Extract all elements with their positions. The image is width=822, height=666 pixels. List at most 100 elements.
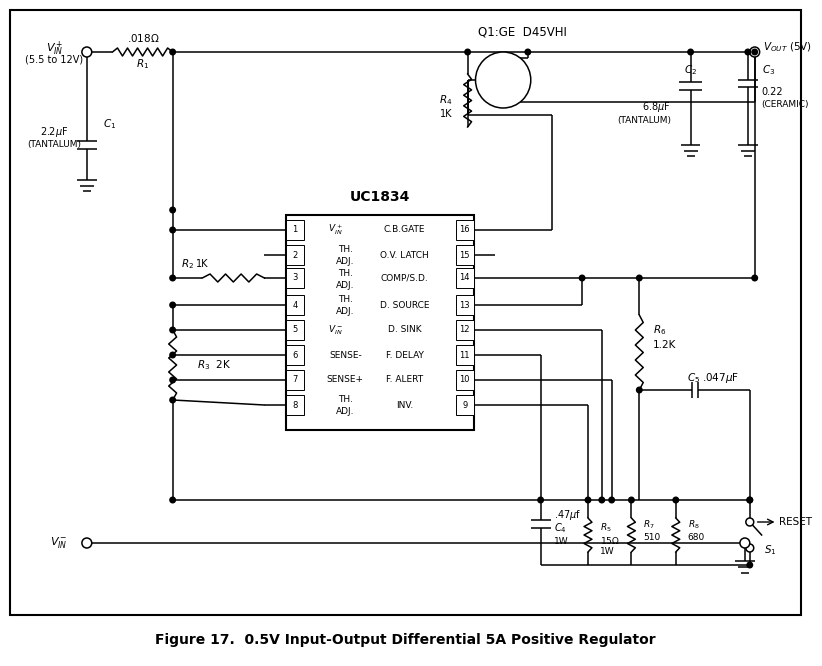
Bar [286,245,304,265]
Circle shape [170,227,175,233]
Text: SENSE+: SENSE+ [327,376,364,384]
Text: $C_2$: $C_2$ [684,63,697,77]
Text: 3: 3 [293,274,298,282]
Circle shape [752,49,758,55]
Text: ADJ.: ADJ. [336,258,354,266]
Text: 9: 9 [462,400,467,410]
Circle shape [170,275,175,281]
Circle shape [170,397,175,403]
Text: F. DELAY: F. DELAY [386,350,423,360]
Circle shape [525,49,530,55]
Text: (CERAMIC): (CERAMIC) [762,99,809,109]
Text: $C_4$: $C_4$ [555,521,567,535]
Text: Q1:GE  D45VHI: Q1:GE D45VHI [478,25,567,39]
Bar [455,220,473,240]
Text: 6: 6 [293,350,298,360]
Text: $C_5$: $C_5$ [687,371,700,385]
Text: 14: 14 [459,274,470,282]
Text: 4: 4 [293,300,298,310]
Text: RESET: RESET [779,517,812,527]
Bar [286,395,304,415]
Circle shape [636,275,642,281]
Text: F. ALERT: F. ALERT [386,376,423,384]
Bar [286,370,304,390]
Text: (TANTALUM): (TANTALUM) [616,115,671,125]
Bar [286,345,304,365]
Text: 1: 1 [293,226,298,234]
Circle shape [740,538,750,548]
Text: (TANTALUM): (TANTALUM) [27,141,81,149]
Text: 11: 11 [459,350,470,360]
Text: ADJ.: ADJ. [336,408,354,416]
Circle shape [629,498,634,503]
Bar [286,220,304,240]
Text: $R_6$: $R_6$ [653,323,667,337]
Bar [286,320,304,340]
Text: $R_7$: $R_7$ [644,519,655,531]
Bar [455,345,473,365]
Text: .047$\mu$F: .047$\mu$F [702,371,739,385]
Bar [455,320,473,340]
Text: O.V. LATCH: O.V. LATCH [380,250,429,260]
Text: SENSE-: SENSE- [329,350,362,360]
Text: D. SOURCE: D. SOURCE [380,300,429,310]
Text: 5: 5 [293,326,298,334]
Text: $R_3$  2K: $R_3$ 2K [197,358,232,372]
Circle shape [170,49,175,55]
Text: 16: 16 [459,226,470,234]
Text: 15$\Omega$: 15$\Omega$ [600,535,620,545]
Text: ADJ.: ADJ. [336,308,354,316]
Text: TH.: TH. [338,268,353,278]
Circle shape [673,498,678,503]
Text: $R_1$: $R_1$ [136,57,150,71]
Text: 13: 13 [459,300,470,310]
Text: COMP/S.D.: COMP/S.D. [381,274,428,282]
Text: $C_1$: $C_1$ [103,117,116,131]
Circle shape [609,498,614,503]
Circle shape [747,498,753,503]
Text: .018$\Omega$: .018$\Omega$ [127,32,159,44]
Text: $R_8$: $R_8$ [688,519,700,531]
Circle shape [82,47,92,57]
Text: (5.5 to 12V): (5.5 to 12V) [25,55,83,65]
Text: C.B.GATE: C.B.GATE [384,226,425,234]
Text: $R_5$: $R_5$ [600,521,612,534]
Text: Figure 17.  0.5V Input-Output Differential 5A Positive Regulator: Figure 17. 0.5V Input-Output Differentia… [155,633,656,647]
Text: $V_{IN}^+$: $V_{IN}^+$ [45,40,63,58]
Text: 2: 2 [293,250,298,260]
Circle shape [170,377,175,383]
Text: $S_1$: $S_1$ [764,543,776,557]
Text: UC1834: UC1834 [349,190,410,204]
Bar [455,245,473,265]
Text: .47$\mu$f: .47$\mu$f [555,508,582,522]
Circle shape [688,49,694,55]
Circle shape [585,498,591,503]
Text: 7: 7 [293,376,298,384]
Text: TH.: TH. [338,296,353,304]
Circle shape [465,49,470,55]
Circle shape [82,538,92,548]
Text: 1K: 1K [441,109,453,119]
Text: 1.2K: 1.2K [653,340,677,350]
Circle shape [750,47,760,57]
Circle shape [170,302,175,308]
Text: 12: 12 [459,326,470,334]
Text: 15: 15 [459,250,470,260]
Circle shape [170,207,175,213]
Text: $V_{IN}^-$: $V_{IN}^-$ [328,323,343,337]
Circle shape [746,518,754,526]
Text: D. SINK: D. SINK [388,326,422,334]
Circle shape [747,498,753,503]
Text: 510: 510 [644,533,661,543]
Circle shape [170,327,175,333]
Circle shape [636,387,642,393]
Circle shape [170,352,175,358]
Circle shape [538,498,543,503]
Bar [455,370,473,390]
Circle shape [752,275,758,281]
Text: 8: 8 [293,400,298,410]
Bar [286,268,304,288]
Circle shape [475,52,531,108]
Circle shape [580,275,584,281]
Text: 1W: 1W [555,537,569,547]
